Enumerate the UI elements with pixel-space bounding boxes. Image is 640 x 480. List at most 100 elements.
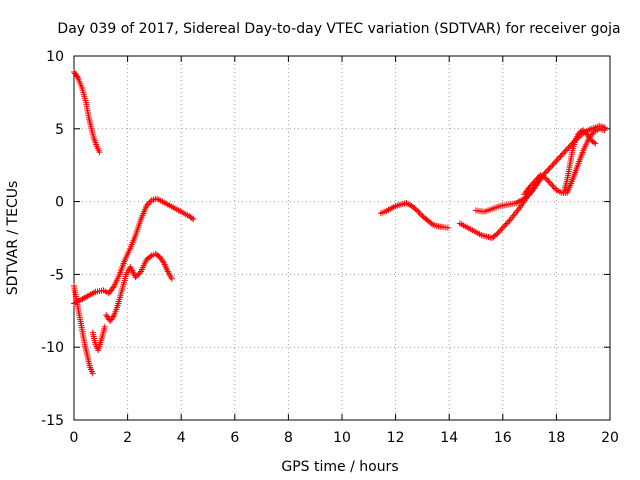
data-point (135, 271, 142, 278)
data-point (561, 149, 568, 156)
data-point (416, 210, 423, 217)
data-point (531, 178, 538, 185)
data-point (132, 274, 139, 281)
data-point (562, 147, 569, 154)
data-point (96, 149, 103, 156)
data-point (590, 139, 597, 146)
data-point (550, 184, 557, 191)
x-axis-label: GPS time / hours (281, 459, 398, 475)
data-point (592, 140, 599, 147)
data-point (533, 176, 540, 183)
data-point (545, 166, 552, 173)
data-point (143, 202, 150, 209)
data-point (136, 269, 143, 276)
series-seg-b (71, 283, 96, 377)
data-point (554, 156, 561, 163)
series-seg-h (473, 172, 544, 215)
x-tick-label: 6 (230, 430, 239, 446)
data-point (544, 168, 551, 175)
data-point (89, 370, 96, 377)
data-point (412, 206, 419, 213)
data-point (565, 144, 572, 151)
data-points (71, 69, 608, 377)
x-tick-label: 18 (547, 430, 565, 446)
data-point (190, 216, 197, 223)
data-point (530, 179, 537, 186)
data-point (548, 163, 555, 170)
x-tick-label: 16 (494, 430, 512, 446)
data-point (534, 175, 541, 182)
data-point (530, 185, 537, 192)
y-tick-label: 10 (46, 49, 64, 65)
data-point (506, 217, 513, 224)
data-point (574, 131, 581, 138)
series-seg-f (377, 200, 451, 231)
x-tick-label: 10 (333, 430, 351, 446)
data-point (418, 211, 425, 218)
data-point (552, 185, 559, 192)
data-point (601, 127, 608, 134)
data-point (557, 153, 564, 160)
data-point (146, 200, 153, 207)
plot-frame (73, 55, 611, 421)
series-seg-e (103, 251, 175, 324)
data-point (503, 220, 510, 227)
data-point (505, 218, 512, 225)
chart-title: Day 039 of 2017, Sidereal Day-to-day VTE… (57, 21, 620, 37)
data-point (553, 157, 560, 164)
data-point (546, 179, 553, 186)
data-point (552, 159, 559, 166)
y-tick-label: -10 (41, 340, 64, 356)
y-tick-label: 0 (55, 195, 64, 211)
series-seg-i (521, 125, 608, 198)
data-point (556, 154, 563, 161)
data-point (549, 182, 556, 189)
data-point (564, 146, 571, 153)
x-tick-label: 20 (601, 430, 619, 446)
data-point (529, 181, 536, 188)
data-point (101, 323, 108, 330)
data-point (580, 127, 587, 134)
data-point (188, 215, 195, 222)
data-point (493, 231, 500, 238)
data-point (498, 226, 505, 233)
data-point (147, 253, 154, 260)
data-point (494, 230, 501, 237)
data-point (497, 227, 504, 234)
data-point (545, 178, 552, 185)
data-point (147, 198, 154, 205)
data-point (168, 275, 175, 282)
data-point (549, 162, 556, 169)
grid-lines (74, 56, 610, 420)
data-point (581, 128, 588, 135)
data-point (428, 220, 435, 227)
y-tick-label: -5 (50, 267, 64, 283)
x-tick-label: 14 (440, 430, 458, 446)
data-point (110, 313, 117, 320)
data-point (550, 160, 557, 167)
series-seg-a (71, 69, 103, 156)
data-point (144, 201, 151, 208)
data-point (415, 208, 422, 215)
y-tick-label: 5 (55, 122, 64, 138)
data-point (414, 207, 421, 214)
data-point (546, 165, 553, 172)
data-point (527, 182, 534, 189)
data-point (542, 169, 549, 176)
series-seg-j (561, 127, 599, 193)
data-point (495, 229, 502, 236)
data-point (578, 127, 585, 134)
axis-ticks: 0 2 4 6 8 10 12 14 16 18 20 -15 -10 -5 0 5 10 (41, 49, 619, 446)
series-seg-d (71, 195, 197, 307)
data-point (526, 184, 533, 191)
data-point (133, 272, 140, 279)
data-point (74, 73, 81, 80)
x-tick-label: 0 (70, 430, 79, 446)
data-point (444, 224, 451, 231)
data-point (542, 175, 549, 182)
data-point (560, 150, 567, 157)
data-point (159, 258, 166, 265)
x-tick-label: 12 (387, 430, 405, 446)
x-tick-label: 2 (123, 430, 132, 446)
